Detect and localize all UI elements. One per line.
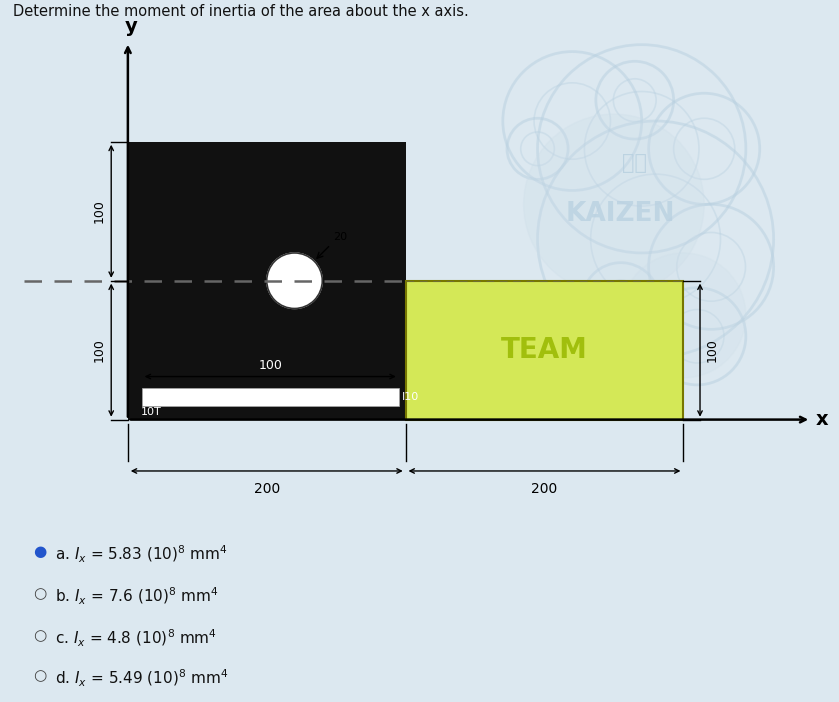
Text: 100: 100 — [92, 338, 106, 362]
Text: ○: ○ — [34, 628, 47, 643]
Text: y: y — [124, 18, 137, 37]
Text: 100: 100 — [92, 199, 106, 223]
Text: 100: 100 — [258, 359, 282, 372]
Text: 200: 200 — [253, 482, 280, 496]
Text: 200: 200 — [531, 482, 558, 496]
Text: ●: ● — [34, 544, 47, 559]
Text: ○: ○ — [34, 586, 47, 601]
Bar — [405, 281, 683, 420]
Text: 20: 20 — [333, 232, 347, 242]
Text: 10T: 10T — [140, 407, 161, 417]
Text: 100: 100 — [706, 338, 718, 362]
Text: b. $I_x$ = 7.6 (10)$^8$ mm$^4$: b. $I_x$ = 7.6 (10)$^8$ mm$^4$ — [55, 586, 218, 607]
Text: c. $I_x$ = 4.8 (10)$^8$ mm$^4$: c. $I_x$ = 4.8 (10)$^8$ mm$^4$ — [55, 628, 216, 649]
Text: 改善: 改善 — [623, 152, 647, 173]
Text: KAIZEN: KAIZEN — [566, 201, 675, 227]
Circle shape — [267, 253, 322, 308]
Bar — [142, 388, 399, 406]
Text: Determine the moment of inertia of the area about the x axis.: Determine the moment of inertia of the a… — [13, 4, 468, 18]
Text: a. $I_x$ = 5.83 (10)$^8$ mm$^4$: a. $I_x$ = 5.83 (10)$^8$ mm$^4$ — [55, 544, 227, 565]
Bar — [128, 142, 405, 420]
Text: I10: I10 — [401, 392, 419, 402]
Text: ○: ○ — [34, 668, 47, 683]
Circle shape — [524, 114, 704, 295]
Circle shape — [621, 253, 746, 378]
Text: TEAM: TEAM — [501, 336, 588, 364]
Text: d. $I_x$ = 5.49 (10)$^8$ mm$^4$: d. $I_x$ = 5.49 (10)$^8$ mm$^4$ — [55, 668, 228, 689]
Text: x: x — [816, 410, 828, 429]
